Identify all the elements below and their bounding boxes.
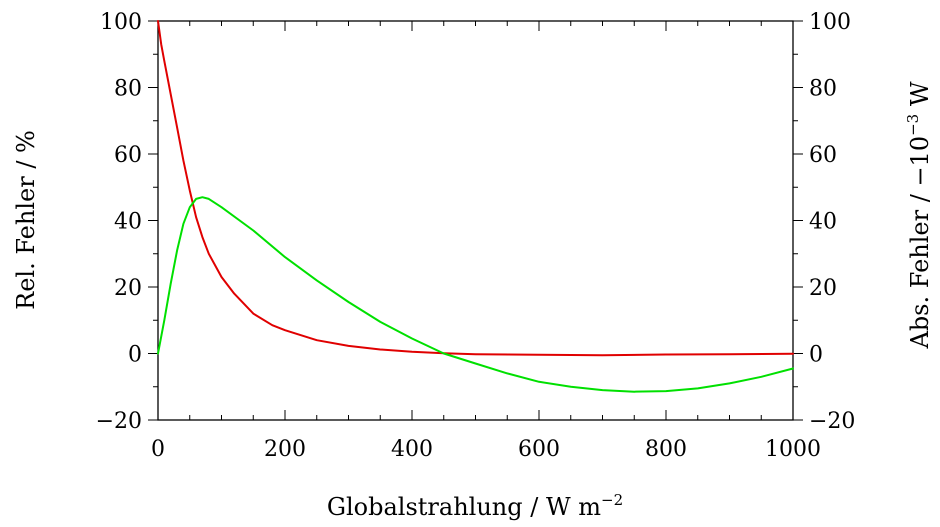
x-tick-label: 800 — [645, 437, 687, 462]
y-axis-title-left: Rel. Fehler / % — [12, 130, 40, 310]
x-tick-label: 0 — [151, 437, 165, 462]
y-tick-label-right: −20 — [809, 409, 855, 434]
y-tick-label-right: 40 — [809, 210, 837, 235]
y-tick-label-right: 80 — [809, 77, 837, 102]
y-tick-label-right: 100 — [809, 10, 851, 35]
axis-ticks — [148, 20, 803, 421]
x-tick-label: 1000 — [765, 437, 821, 462]
y-tick-label-right: 60 — [809, 143, 837, 168]
y-axis-title-right-unit: W — [906, 81, 934, 114]
x-axis-title-exponent: −2 — [601, 491, 623, 509]
y-tick-label-left: 0 — [128, 343, 142, 368]
y-tick-label-left: 40 — [114, 210, 142, 235]
x-tick-label: 400 — [391, 437, 433, 462]
series-line-2 — [157, 196, 794, 393]
x-tick-label: 600 — [518, 437, 560, 462]
x-axis-title: Globalstrahlung / W m−2 — [327, 491, 623, 521]
series-line-1 — [157, 20, 794, 357]
y-tick-label-left: −20 — [96, 409, 142, 434]
series-layer — [157, 20, 794, 393]
y-tick-label-right: 0 — [809, 343, 823, 368]
y-axis-title-right: Abs. Fehler / −10−3 W — [904, 81, 934, 349]
y-tick-label-left: 100 — [100, 10, 142, 35]
y-tick-label-left: 80 — [114, 77, 142, 102]
y-tick-label-left: 20 — [114, 276, 142, 301]
y-tick-label-left: 60 — [114, 143, 142, 168]
plot-frame — [157, 20, 794, 421]
y-tick-label-right: 20 — [809, 276, 837, 301]
x-tick-label: 200 — [264, 437, 306, 462]
y-axis-title-right-exponent: −3 — [904, 114, 922, 136]
tick-labels: 0 200 400 600 800 1000 −20 0 20 40 60 80 100 −20 0 20 40… — [96, 10, 856, 462]
